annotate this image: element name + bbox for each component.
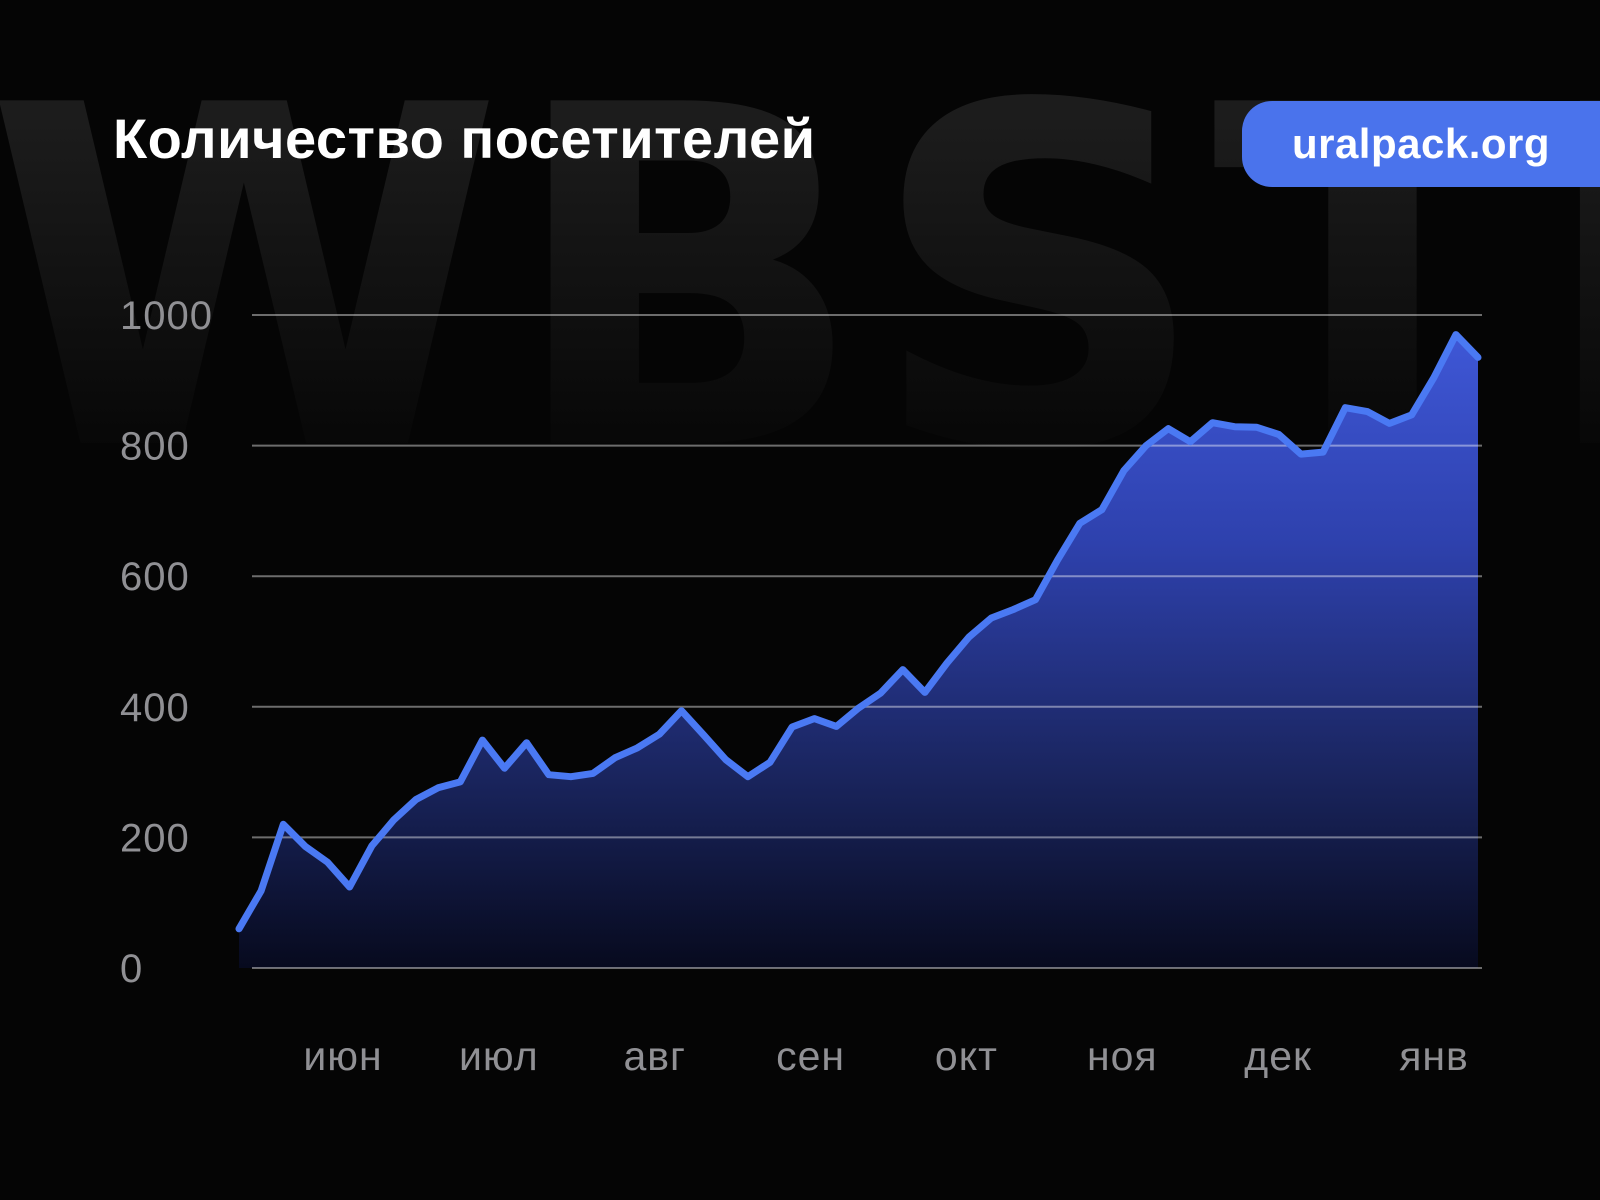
- x-tick-label: авг: [623, 1033, 686, 1079]
- y-tick-label: 1000: [120, 294, 213, 338]
- y-tick-label: 800: [120, 425, 190, 469]
- trend-line: [235, 331, 1482, 933]
- y-tick-label: 600: [120, 555, 190, 599]
- y-tick-label: 200: [120, 816, 190, 860]
- site-url-badge[interactable]: uralpack.org: [1242, 101, 1600, 187]
- x-tick-label: ноя: [1087, 1033, 1158, 1079]
- area-fill: [239, 334, 1478, 969]
- x-tick-label: июл: [459, 1033, 539, 1079]
- page-title: Количество посетителей: [113, 107, 816, 170]
- y-tick-label: 400: [120, 686, 190, 730]
- x-tick-label: дек: [1244, 1033, 1312, 1079]
- x-tick-label: янв: [1399, 1033, 1469, 1079]
- x-tick-label: июн: [303, 1033, 382, 1079]
- y-tick-label: 0: [120, 947, 143, 991]
- x-tick-label: сен: [776, 1033, 845, 1079]
- x-tick-label: окт: [935, 1033, 998, 1079]
